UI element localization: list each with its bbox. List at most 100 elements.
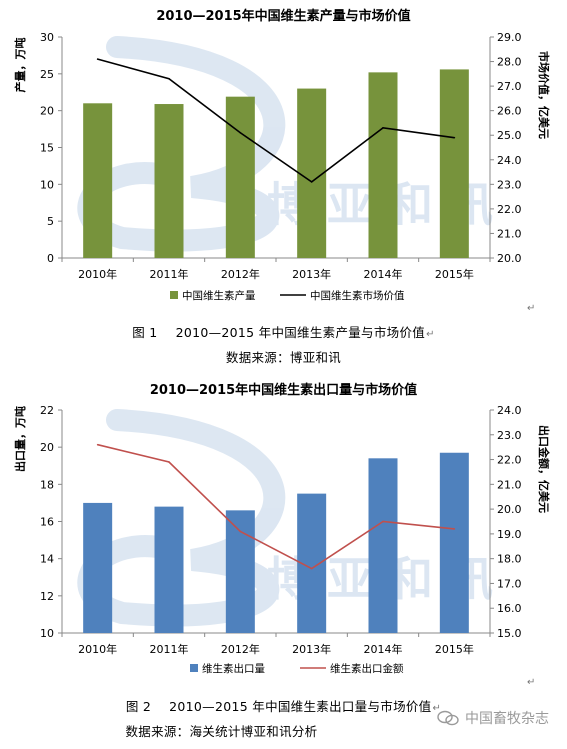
chart-title: 2010—2015年中国维生素出口量与市场价值	[150, 382, 417, 398]
line-point	[96, 58, 99, 60]
bar	[154, 104, 184, 258]
figure-1-source-text: 数据来源：博亚和讯	[225, 350, 342, 365]
export-chart: 博亚和讯2010—2015年中国维生素出口量与市场价值1012141618202…	[0, 374, 567, 676]
line-point	[382, 520, 384, 523]
x-tick-label: 2014年	[364, 267, 403, 281]
bar	[154, 506, 184, 633]
bar	[225, 510, 255, 633]
right-tick-label: 26.0	[497, 105, 522, 118]
chart-title: 2010—2015年中国维生素产量与市场价值	[156, 8, 410, 24]
right-tick-label: 18.0	[497, 553, 522, 566]
right-tick-label: 29.0	[497, 31, 522, 44]
left-axis-title: 出口量，万吨	[13, 406, 27, 472]
x-tick-label: 2012年	[221, 267, 260, 281]
figure-2-number: 图 2	[125, 699, 152, 714]
left-tick-label: 15	[40, 142, 54, 155]
paragraph-mark: ↵	[432, 703, 442, 714]
wechat-account-name: 中国畜牧杂志	[465, 711, 549, 727]
wechat-icon	[437, 710, 459, 726]
right-tick-label: 22.0	[497, 454, 522, 467]
left-tick-label: 22	[40, 404, 54, 417]
line-point	[168, 77, 170, 80]
bar	[225, 96, 255, 258]
right-tick-label: 28.0	[497, 56, 522, 69]
line-point	[96, 443, 99, 446]
x-tick-label: 2015年	[435, 642, 474, 656]
right-tick-label: 15.0	[497, 627, 522, 640]
line-point	[453, 528, 456, 530]
paragraph-mark: ↵	[527, 677, 536, 688]
bar	[83, 103, 113, 258]
figure-2-source: 数据来源：海关统计博亚和讯分析	[0, 721, 505, 740]
bar	[83, 502, 113, 633]
figure-1-source: 数据来源：博亚和讯	[0, 347, 567, 366]
right-axis-title: 市场价值，亿美元	[537, 51, 551, 139]
right-tick-label: 23.0	[497, 429, 522, 442]
left-tick-label: 10	[40, 178, 54, 191]
figure-1-number: 图 1	[132, 325, 158, 340]
figure-1-caption: 图 1 2010—2015 年中国维生素产量与市场价值↵	[0, 322, 567, 341]
legend-bar-label: 维生素出口量	[202, 662, 265, 675]
figure-2-source-text: 数据来源：海关统计博亚和讯分析	[125, 724, 318, 739]
right-tick-label: 21.0	[497, 227, 522, 240]
legend-line-label: 中国维生素市场价值	[310, 289, 405, 302]
x-tick-label: 2011年	[150, 267, 189, 281]
x-tick-label: 2014年	[364, 642, 403, 656]
series-line	[97, 443, 455, 570]
production-chart-svg: 博亚和讯2010—2015年中国维生素产量与市场价值05101520253020…	[13, 8, 551, 302]
left-tick-label: 18	[40, 478, 54, 491]
right-tick-label: 25.0	[497, 129, 522, 142]
right-tick-label: 20.0	[497, 252, 522, 265]
line-point	[310, 181, 313, 183]
right-axis-title: 出口金额，亿美元	[537, 425, 551, 513]
right-tick-label: 19.0	[497, 528, 522, 541]
wechat-watermark: 中国畜牧杂志	[437, 708, 549, 728]
bar	[368, 458, 398, 633]
left-tick-label: 5	[47, 215, 54, 228]
right-tick-label: 17.0	[497, 577, 522, 590]
series-line	[97, 58, 455, 183]
bar	[297, 88, 327, 258]
left-tick-label: 20	[40, 441, 54, 454]
left-tick-label: 30	[40, 31, 54, 44]
left-tick-label: 0	[47, 252, 54, 265]
x-tick-label: 2010年	[78, 642, 117, 656]
left-tick-label: 16	[40, 516, 54, 529]
x-tick-label: 2011年	[150, 642, 189, 656]
left-tick-label: 14	[40, 553, 54, 566]
figure-2-title: 2010—2015 年中国维生素出口量与市场价值	[169, 699, 432, 714]
legend-bar-label: 中国维生素产量	[182, 289, 256, 302]
line-point	[168, 461, 170, 463]
x-tick-label: 2013年	[292, 642, 331, 656]
right-tick-label: 24.0	[497, 154, 522, 167]
bar	[439, 69, 469, 258]
legend-bar-swatch	[190, 664, 198, 672]
x-tick-label: 2012年	[221, 642, 260, 656]
figure-2-caption: 图 2 2010—2015 年中国维生素出口量与市场价值↵	[0, 696, 567, 715]
right-tick-label: 27.0	[497, 80, 522, 93]
line-point	[453, 136, 456, 139]
bar	[439, 452, 469, 633]
production-chart: 博亚和讯2010—2015年中国维生素产量与市场价值05101520253020…	[0, 0, 567, 313]
legend-bar-swatch	[170, 291, 178, 299]
left-tick-label: 10	[40, 627, 54, 640]
left-tick-label: 20	[40, 105, 54, 118]
x-tick-label: 2010年	[78, 267, 117, 281]
paragraph-mark: ↵	[426, 329, 435, 340]
left-axis-title: 产量，万吨	[13, 38, 27, 93]
right-tick-label: 22.0	[497, 203, 522, 216]
line-point	[310, 567, 313, 570]
paragraph-mark: ↵	[527, 303, 536, 314]
line-point	[239, 131, 242, 134]
right-tick-label: 20.0	[497, 503, 522, 516]
figure-1-title: 2010—2015 年中国维生素产量与市场价值	[175, 325, 426, 340]
line-point	[239, 530, 242, 533]
export-chart-svg: 博亚和讯2010—2015年中国维生素出口量与市场价值1012141618202…	[13, 382, 551, 675]
left-tick-label: 25	[40, 68, 54, 81]
legend-line-label: 维生素出口金额	[330, 662, 404, 675]
line-point	[382, 127, 384, 129]
right-tick-label: 24.0	[497, 404, 522, 417]
left-tick-label: 12	[40, 590, 54, 603]
x-tick-label: 2013年	[292, 267, 331, 281]
right-tick-label: 16.0	[497, 602, 522, 615]
